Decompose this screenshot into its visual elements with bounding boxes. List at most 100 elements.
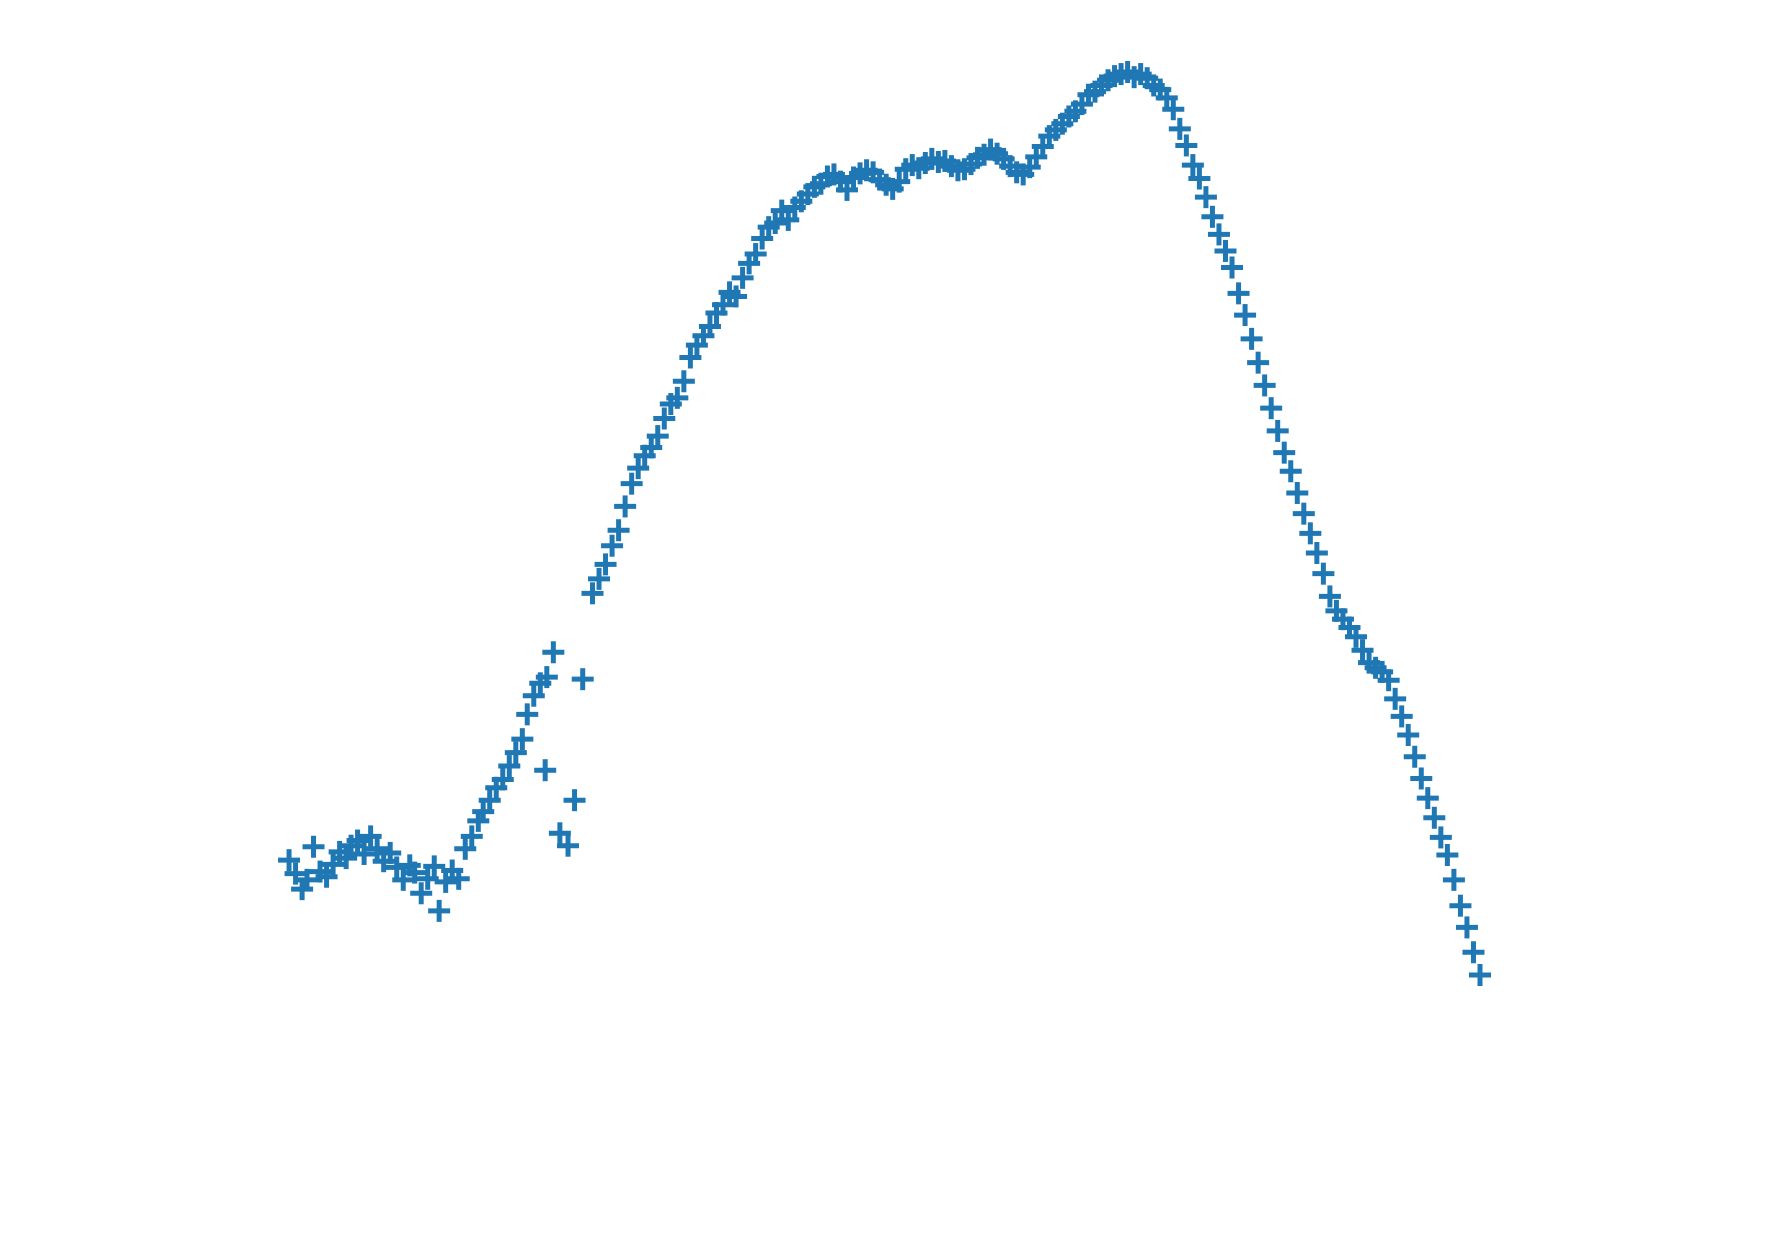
data-point	[1312, 562, 1335, 585]
data-point	[1410, 767, 1433, 790]
data-point	[581, 582, 604, 605]
data-point	[1273, 441, 1296, 464]
data-point	[379, 841, 402, 864]
data-point	[594, 553, 617, 576]
data-point	[416, 867, 439, 890]
data-point	[410, 882, 433, 905]
data-point	[1305, 541, 1328, 564]
data-point	[836, 178, 859, 201]
data-point	[1384, 687, 1407, 710]
data-point	[646, 425, 669, 448]
data-point	[1279, 460, 1302, 483]
data-point	[478, 789, 501, 812]
data-point	[516, 703, 539, 726]
data-point	[1455, 916, 1478, 939]
data-point	[522, 684, 545, 707]
data-point	[1221, 256, 1244, 279]
data-point	[447, 867, 470, 890]
data-point	[1403, 745, 1426, 768]
data-point	[1423, 806, 1446, 829]
data-point	[511, 728, 534, 751]
data-point	[1469, 964, 1491, 986]
data-point	[1390, 705, 1413, 728]
data-point	[1416, 787, 1439, 810]
data-point	[460, 825, 483, 848]
data-point	[472, 800, 495, 823]
data-point	[607, 519, 630, 542]
data-point	[1299, 522, 1322, 545]
data-point	[403, 861, 426, 884]
data-point	[777, 208, 800, 231]
data-point	[535, 666, 558, 689]
data-point	[1292, 502, 1315, 525]
data-point	[1162, 98, 1185, 121]
data-point	[679, 346, 702, 369]
data-point	[1227, 282, 1250, 305]
data-point	[563, 789, 586, 812]
data-point	[666, 386, 689, 409]
data-point	[359, 825, 382, 848]
data-point	[284, 862, 307, 885]
data-point	[1234, 304, 1257, 327]
data-point	[434, 870, 457, 893]
data-point	[1240, 327, 1263, 350]
data-point	[672, 370, 695, 393]
data-point	[1377, 669, 1400, 692]
data-point	[542, 641, 565, 664]
data-point	[1201, 205, 1224, 228]
data-point	[653, 407, 676, 430]
data-point	[1175, 134, 1198, 157]
data-point	[725, 285, 748, 308]
data-point	[1318, 585, 1341, 608]
data-point	[346, 829, 369, 852]
data-point	[1429, 826, 1452, 849]
data-point	[614, 495, 637, 518]
data-point	[588, 567, 611, 590]
data-point	[1168, 117, 1191, 140]
data-point	[1181, 154, 1204, 177]
data-point	[1155, 86, 1178, 109]
data-point	[498, 755, 521, 778]
data-point	[712, 293, 735, 316]
data-point	[627, 457, 650, 480]
data-point	[744, 243, 767, 266]
data-point	[888, 170, 911, 193]
data-point	[620, 472, 643, 495]
data-point	[302, 835, 325, 858]
data-point	[1214, 239, 1237, 262]
data-point	[534, 759, 557, 782]
data-point	[1247, 351, 1270, 374]
data-point	[601, 534, 624, 557]
data-point	[491, 768, 514, 791]
data-point	[278, 849, 301, 872]
data-point	[428, 899, 451, 922]
data-point	[1194, 186, 1217, 209]
data-point	[366, 837, 389, 860]
data-point	[1253, 374, 1276, 397]
data-point	[1462, 941, 1485, 964]
data-point	[751, 227, 774, 250]
data-point	[1207, 223, 1230, 246]
data-point	[640, 436, 663, 459]
data-point	[1266, 419, 1289, 442]
data-point	[1260, 397, 1283, 420]
data-point	[1345, 625, 1368, 648]
data-point	[423, 855, 446, 878]
data-point	[1286, 481, 1309, 504]
data-point	[504, 741, 527, 764]
data-point	[1351, 639, 1374, 662]
data-point	[454, 837, 477, 860]
data-point	[1442, 868, 1465, 891]
data-point	[557, 834, 580, 857]
scatter-points	[278, 61, 1491, 986]
data-point	[1188, 167, 1211, 190]
data-point	[698, 315, 721, 338]
data-point	[392, 868, 415, 891]
data-point	[322, 853, 345, 876]
data-point	[335, 847, 358, 870]
data-point	[315, 865, 338, 888]
data-point	[764, 212, 787, 235]
data-point	[1449, 894, 1472, 917]
